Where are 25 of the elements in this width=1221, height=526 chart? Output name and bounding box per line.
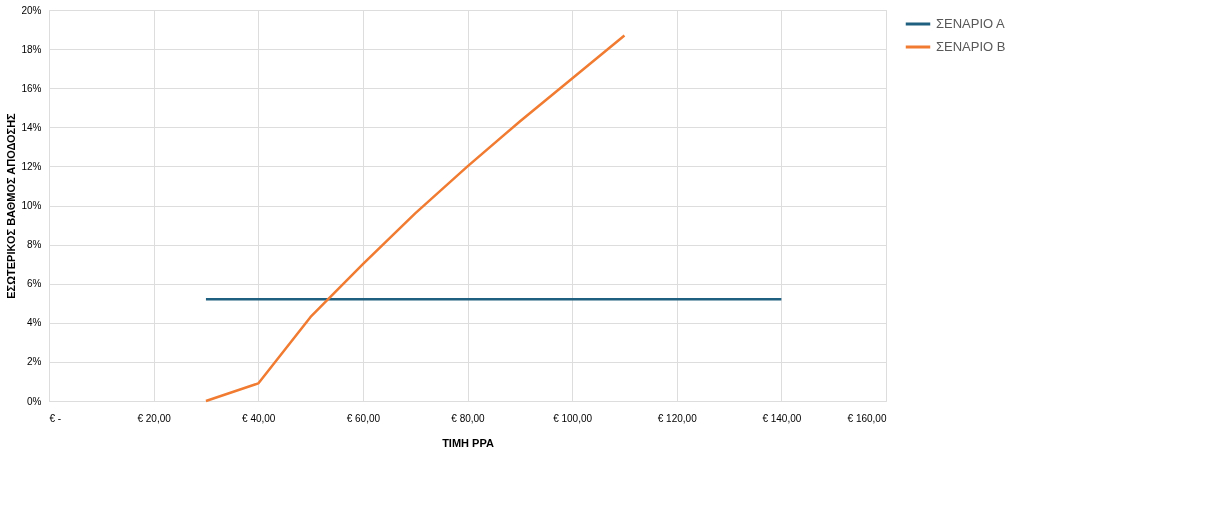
y-tick-label: 16% bbox=[21, 82, 42, 94]
y-axis-title: ΕΣΩΤΕΡΙΚΟΣ ΒΑΘΜΟΣ ΑΠΟΔΟΣΗΣ bbox=[5, 112, 18, 299]
x-tick-label: € 160,00 bbox=[847, 412, 887, 424]
x-tick-label: € 80,00 bbox=[451, 412, 486, 424]
x-tick-label: € 20,00 bbox=[137, 412, 172, 424]
x-tick-label: € 120,00 bbox=[657, 412, 698, 424]
y-tick-label: 4% bbox=[27, 317, 42, 329]
legend-label: ΣΕΝΑΡΙΟ Β bbox=[936, 39, 1006, 54]
x-tick-label: € 140,00 bbox=[762, 412, 802, 424]
y-tick-label: 10% bbox=[21, 200, 42, 211]
legend-label: ΣΕΝΑΡΙΟ Α bbox=[936, 16, 1006, 31]
x-tick-label: € - bbox=[49, 412, 62, 424]
y-tick-label: 8% bbox=[27, 239, 42, 251]
x-axis-title: ΤΙΜΗ PPA bbox=[442, 436, 494, 449]
line-series bbox=[204, 34, 626, 403]
y-tick-label: 2% bbox=[27, 356, 42, 368]
y-tick-label: 6% bbox=[27, 278, 42, 290]
y-tick-label: 20% bbox=[21, 4, 42, 16]
y-tick-label: 12% bbox=[21, 160, 42, 172]
x-tick-label: € 60,00 bbox=[346, 412, 381, 424]
x-tick-label: € 100,00 bbox=[553, 412, 593, 424]
x-tick-label: € 40,00 bbox=[242, 412, 276, 424]
y-tick-label: 14% bbox=[21, 121, 42, 133]
y-tick-label: 0% bbox=[27, 395, 42, 407]
y-tick-label: 18% bbox=[21, 43, 42, 55]
